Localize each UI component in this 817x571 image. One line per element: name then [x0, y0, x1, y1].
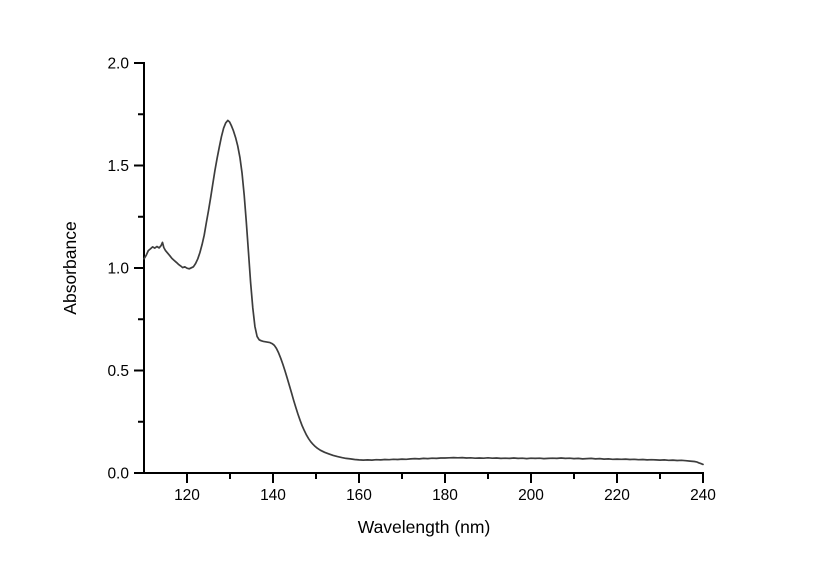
x-tick-label: 140: [260, 487, 286, 504]
x-tick-label: 200: [518, 487, 544, 504]
x-tick-label: 160: [346, 487, 372, 504]
y-tick-label: 0.5: [107, 363, 129, 380]
axis-ticks: [134, 62, 704, 483]
axes: [143, 62, 704, 474]
y-tick-label: 0.0: [107, 466, 129, 483]
y-axis-title: Absorbance: [60, 221, 80, 314]
x-tick-label: 240: [690, 487, 716, 504]
y-tick-label: 2.0: [107, 56, 129, 73]
x-tick-label: 120: [174, 487, 200, 504]
spectrum-line: [143, 119, 704, 466]
y-tick-label: 1.5: [107, 158, 129, 175]
y-tick-label: 1.0: [107, 261, 129, 278]
axis-tick-labels: 120 140 160 180 200 220 240 0.0 0.5 1.0 1.5 2.0: [107, 56, 716, 505]
x-tick-label: 180: [432, 487, 458, 504]
x-axis-title: Wavelength (nm): [358, 517, 491, 537]
x-tick-label: 220: [604, 487, 630, 504]
